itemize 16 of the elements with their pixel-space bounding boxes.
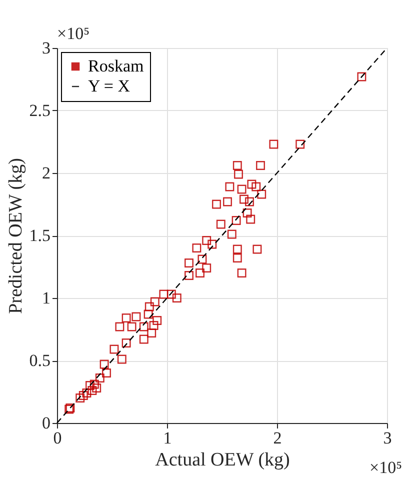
y-axis-title: Predicted OEW (kg) bbox=[5, 158, 26, 314]
y-tick-label: 1.5 bbox=[29, 226, 50, 245]
x-tick-label: 3 bbox=[383, 428, 392, 448]
y-tick-label: 1 bbox=[42, 288, 50, 308]
x-tick-label: 2 bbox=[273, 428, 282, 448]
legend-label: Y = X bbox=[88, 76, 130, 96]
y-tick-label: 2 bbox=[42, 164, 50, 182]
legend-label: Roskam bbox=[88, 56, 144, 76]
y-tick-label: 0.5 bbox=[29, 351, 50, 370]
text: ×10⁵ bbox=[369, 458, 402, 477]
x-tick-label: 1 bbox=[163, 428, 172, 448]
text: ×10⁵ bbox=[57, 24, 90, 43]
y-tick-label: 0 bbox=[42, 414, 50, 432]
y-tick-label: 3 bbox=[42, 38, 50, 58]
x-axis-title: Actual OEW (kg) bbox=[155, 450, 290, 470]
y-tick-label: 2.5 bbox=[29, 101, 50, 120]
